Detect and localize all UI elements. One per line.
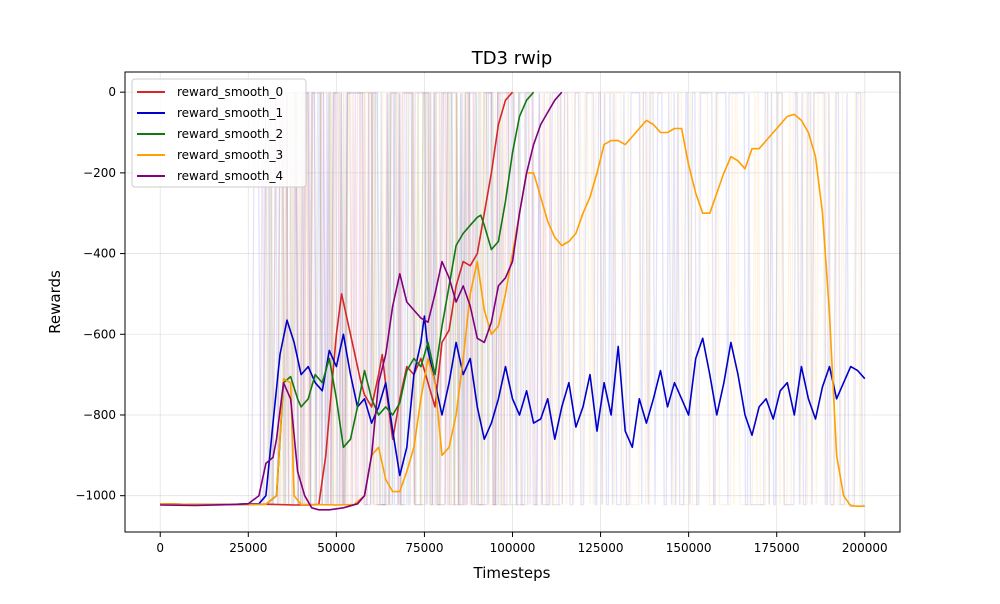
x-tick-label: 200000 — [842, 541, 888, 555]
x-tick-label: 150000 — [666, 541, 712, 555]
series-lines — [160, 91, 866, 511]
legend-label-2: reward_smooth_2 — [177, 127, 283, 141]
series-line-4 — [160, 91, 563, 511]
legend-box — [131, 78, 307, 188]
legend-label-3: reward_smooth_3 — [177, 148, 283, 162]
x-tick-label: 75000 — [405, 541, 443, 555]
x-tick-label: 0 — [156, 541, 164, 555]
legend: reward_smooth_0 reward_smooth_1 reward_smo… — [131, 78, 307, 188]
series-line-1 — [160, 315, 866, 506]
raw-trace-0 — [265, 92, 512, 506]
x-tick-label: 100000 — [490, 541, 536, 555]
y-tick-label: −1000 — [75, 489, 116, 503]
x-axis-ticks: 0 25000 50000 75000 100000 125000 150000 175000… — [156, 532, 888, 555]
y-axis-label: Rewards — [46, 270, 64, 334]
x-tick-label: 50000 — [317, 541, 355, 555]
legend-label-4: reward_smooth_4 — [177, 169, 283, 183]
x-tick-label: 125000 — [578, 541, 624, 555]
y-tick-label: −400 — [83, 247, 116, 261]
y-tick-label: −800 — [83, 408, 116, 422]
raw-trace-2 — [265, 92, 529, 506]
x-tick-label: 175000 — [754, 541, 800, 555]
legend-label-1: reward_smooth_1 — [177, 106, 283, 120]
y-tick-label: −200 — [83, 166, 116, 180]
x-tick-label: 25000 — [229, 541, 267, 555]
chart-title: TD3 rwip — [471, 48, 553, 69]
series-line-2 — [160, 91, 535, 506]
gridlines — [125, 72, 900, 532]
raw-reward-traces — [251, 92, 865, 506]
y-tick-label: −600 — [83, 327, 116, 341]
raw-trace-1 — [251, 92, 865, 506]
legend-label-0: reward_smooth_0 — [177, 85, 283, 99]
series-line-3 — [160, 113, 865, 507]
x-axis-label: Timesteps — [473, 564, 551, 582]
y-tick-label: 0 — [108, 85, 116, 99]
y-axis-ticks: −1000 −800 −600 −400 −200 0 — [75, 85, 125, 503]
raw-trace-3 — [265, 92, 865, 506]
